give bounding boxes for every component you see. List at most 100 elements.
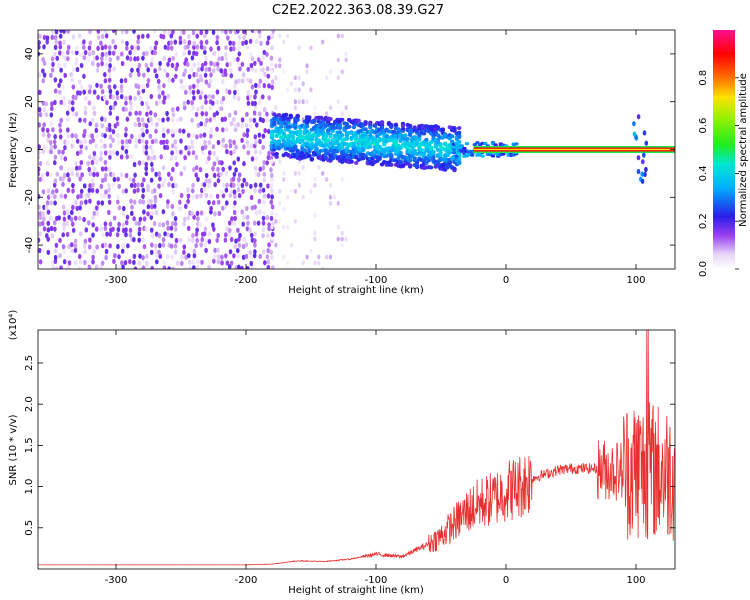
heatmap-cell [233, 193, 237, 199]
heatmap-cell [119, 78, 124, 84]
heatmap-cell [73, 260, 78, 266]
heatmap-cell [309, 45, 313, 51]
heatmap-cell [340, 117, 345, 122]
heatmap-cell [241, 243, 246, 249]
heatmap-cell [157, 117, 161, 123]
heatmap-cell [101, 243, 105, 249]
heatmap-cell [120, 139, 125, 145]
heatmap-cell [192, 40, 196, 46]
heatmap-cell [117, 205, 122, 211]
heatmap-cell [254, 89, 258, 95]
heatmap-cell [191, 30, 196, 36]
heatmap-cell [96, 30, 101, 34]
heatmap-cell [66, 172, 70, 178]
heatmap-cell [242, 144, 246, 150]
heatmap-cell [232, 209, 237, 216]
heatmap-cell [61, 244, 66, 250]
heatmap-cell [266, 154, 271, 161]
heatmap-cell [55, 266, 59, 269]
colorbar-tick-label: 0.0 [698, 261, 709, 277]
heatmap-cell [254, 210, 259, 216]
heatmap-cell [38, 144, 41, 150]
heatmap-cell [248, 78, 253, 84]
heatmap-cell [396, 156, 401, 161]
heatmap-cell [41, 78, 46, 84]
heatmap-cell [157, 249, 161, 255]
heatmap-cell [209, 133, 213, 139]
heatmap-cell [157, 171, 161, 177]
heatmap-cell [191, 150, 196, 156]
heatmap-cell [100, 123, 105, 129]
heatmap-cell [65, 231, 70, 237]
heatmap-cell [194, 51, 199, 57]
heatmap-cell [220, 79, 225, 85]
heatmap-cell [245, 128, 250, 134]
heatmap-cell [173, 216, 178, 222]
heatmap-cell [134, 137, 138, 144]
heatmap-cell [95, 210, 100, 216]
heatmap-cell [149, 214, 154, 220]
heatmap-cell [202, 187, 207, 193]
heatmap-cell [51, 127, 55, 133]
heatmap-cell [186, 187, 190, 193]
heatmap-cell [226, 35, 230, 41]
heatmap-cell [167, 30, 172, 36]
heatmap-cell [58, 40, 62, 46]
y-tick-label: 1.0 [24, 479, 35, 495]
heatmap-cell [195, 193, 199, 200]
heatmap-cell [146, 78, 151, 84]
heatmap-cell [121, 106, 126, 112]
heatmap-cell [179, 116, 183, 122]
heatmap-cell [74, 111, 79, 117]
heatmap-cell [167, 266, 171, 269]
heatmap-cell [240, 137, 244, 143]
heatmap-cell [286, 260, 290, 266]
heatmap-cell [186, 44, 190, 50]
heatmap-cell [246, 100, 251, 106]
heatmap-cell [94, 264, 99, 269]
heatmap-cell [42, 226, 47, 232]
heatmap-cell [313, 236, 317, 242]
heatmap-cell [62, 248, 66, 254]
heatmap-cell [111, 149, 116, 156]
heatmap-cell [79, 200, 84, 206]
heatmap-cell [158, 176, 162, 182]
heatmap-cell [253, 165, 258, 171]
heatmap-cell [124, 30, 129, 35]
heatmap-cell [50, 233, 55, 239]
heatmap-cell [71, 204, 75, 210]
heatmap-cell [156, 78, 161, 84]
heatmap-cell [70, 209, 74, 216]
heatmap-cell [213, 211, 217, 217]
heatmap-cell [88, 121, 93, 127]
heatmap-cell [253, 104, 258, 110]
heatmap-cell [204, 111, 209, 117]
heatmap-cell [307, 153, 312, 158]
heatmap-cell [138, 95, 143, 101]
heatmap-cell [103, 225, 108, 231]
heatmap-cell [108, 110, 113, 116]
heatmap-cell [154, 231, 159, 237]
heatmap-cell [167, 171, 171, 177]
heatmap-cell [483, 141, 488, 146]
heatmap-cell [417, 137, 422, 142]
heatmap-cell [254, 38, 259, 45]
heatmap-cell [107, 187, 111, 193]
heatmap-cell [262, 177, 267, 183]
heatmap-cell [262, 160, 267, 166]
heatmap-cell [38, 221, 42, 227]
heatmap-cell [108, 150, 113, 156]
heatmap-cell [232, 189, 237, 195]
heatmap-cell [215, 126, 219, 132]
heatmap-cell [63, 156, 68, 162]
heatmap-cell [153, 45, 158, 51]
heatmap-cell [149, 110, 153, 116]
heatmap-cell [224, 232, 228, 238]
heatmap-cell [270, 172, 274, 178]
heatmap-cell [165, 220, 170, 226]
heatmap-cell [58, 134, 63, 140]
heatmap-cell [46, 249, 51, 255]
heatmap-cell [115, 115, 120, 121]
heatmap-cell [107, 77, 112, 83]
heatmap-cell [90, 133, 94, 139]
